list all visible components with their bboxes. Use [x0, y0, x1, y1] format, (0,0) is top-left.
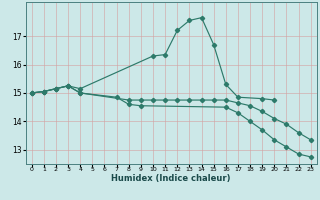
- X-axis label: Humidex (Indice chaleur): Humidex (Indice chaleur): [111, 174, 231, 183]
